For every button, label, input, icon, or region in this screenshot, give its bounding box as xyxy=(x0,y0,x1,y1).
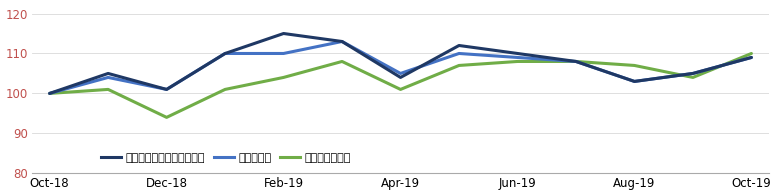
Legend: アジア株式（日本を除く）, 新興国株式, グローバル株式: アジア株式（日本を除く）, 新興国株式, グローバル株式 xyxy=(97,149,356,168)
